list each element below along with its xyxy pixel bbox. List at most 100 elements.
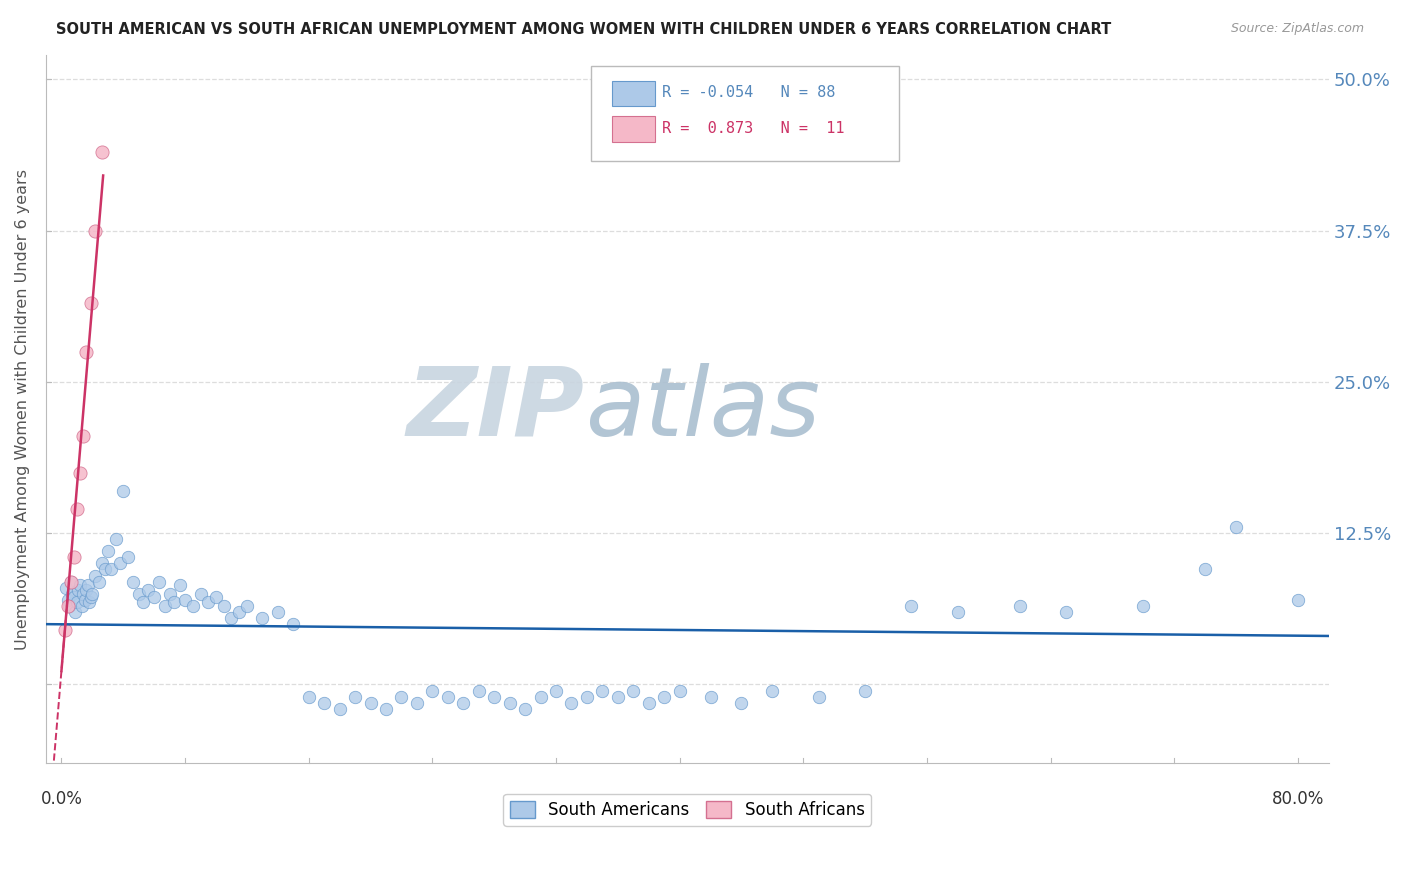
Point [391, 690, 413, 704]
Point [314, 696, 336, 710]
Point [169, 578, 191, 592]
Point [121, 574, 143, 589]
Text: R = -0.054   N = 88: R = -0.054 N = 88 [662, 85, 835, 100]
Point [69, 578, 91, 592]
Point [82, 587, 104, 601]
Point [72, 587, 94, 601]
Text: atlas: atlas [585, 363, 820, 456]
Point [422, 683, 444, 698]
Point [70, 599, 93, 613]
Point [375, 701, 398, 715]
Point [75, 344, 97, 359]
Point [1132, 599, 1154, 613]
Point [482, 690, 505, 704]
Text: 80.0%: 80.0% [1271, 789, 1324, 808]
Point [104, 533, 127, 547]
Text: Source: ZipAtlas.com: Source: ZipAtlas.com [1230, 22, 1364, 36]
FancyBboxPatch shape [612, 80, 655, 106]
Point [100, 562, 122, 576]
Point [77, 595, 100, 609]
Point [56, 599, 79, 613]
Point [436, 690, 458, 704]
Point [946, 605, 969, 619]
Point [190, 587, 212, 601]
Point [108, 557, 131, 571]
Text: 0.0%: 0.0% [41, 789, 83, 808]
Y-axis label: Unemployment Among Women with Children Under 6 years: Unemployment Among Women with Children U… [15, 169, 30, 649]
Point [84, 568, 107, 582]
Point [668, 683, 690, 698]
Point [853, 683, 876, 698]
Point [56, 592, 79, 607]
Point [90, 557, 112, 571]
Point [575, 690, 598, 704]
Point [267, 605, 290, 619]
Point [544, 683, 567, 698]
Point [87, 574, 110, 589]
Point [637, 696, 659, 710]
Point [1054, 605, 1077, 619]
Point [174, 592, 197, 607]
Point [65, 605, 87, 619]
Point [62, 550, 84, 565]
Point [1194, 562, 1216, 576]
Point [730, 696, 752, 710]
Point [148, 574, 170, 589]
Point [1225, 520, 1247, 534]
Point [900, 599, 922, 613]
Point [228, 605, 250, 619]
Point [153, 599, 176, 613]
Point [699, 690, 721, 704]
Point [143, 591, 166, 605]
Point [163, 595, 186, 609]
FancyBboxPatch shape [591, 66, 898, 161]
Point [560, 696, 582, 710]
Point [467, 683, 489, 698]
Point [344, 690, 367, 704]
Point [75, 583, 97, 598]
Point [221, 611, 243, 625]
Point [84, 224, 107, 238]
Point [112, 483, 135, 498]
Point [69, 466, 91, 480]
Point [406, 696, 429, 710]
Point [128, 587, 150, 601]
Point [66, 595, 89, 609]
Point [117, 550, 139, 565]
Point [159, 587, 181, 601]
Point [329, 701, 352, 715]
Point [298, 690, 321, 704]
Point [1286, 592, 1309, 607]
Point [212, 599, 235, 613]
Point [80, 591, 103, 605]
Point [807, 690, 830, 704]
Point [90, 145, 112, 159]
Point [451, 696, 474, 710]
Point [360, 696, 382, 710]
Point [236, 599, 259, 613]
Point [53, 623, 76, 637]
Point [72, 429, 94, 443]
Point [761, 683, 783, 698]
Point [73, 592, 96, 607]
Point [59, 574, 82, 589]
Point [529, 690, 551, 704]
Text: R =  0.873   N =  11: R = 0.873 N = 11 [662, 120, 844, 136]
Point [652, 690, 675, 704]
Point [58, 599, 80, 613]
Point [252, 611, 274, 625]
Point [66, 502, 89, 516]
Point [62, 591, 84, 605]
Point [67, 583, 90, 598]
Point [498, 696, 520, 710]
Text: ZIP: ZIP [406, 363, 585, 456]
Point [80, 296, 103, 310]
Point [621, 683, 644, 698]
Point [97, 544, 120, 558]
Point [93, 562, 115, 576]
Text: SOUTH AMERICAN VS SOUTH AFRICAN UNEMPLOYMENT AMONG WOMEN WITH CHILDREN UNDER 6 Y: SOUTH AMERICAN VS SOUTH AFRICAN UNEMPLOY… [56, 22, 1112, 37]
Point [132, 595, 155, 609]
Point [1008, 599, 1031, 613]
Point [59, 574, 82, 589]
Legend: South Americans, South Africans: South Americans, South Africans [503, 794, 872, 826]
